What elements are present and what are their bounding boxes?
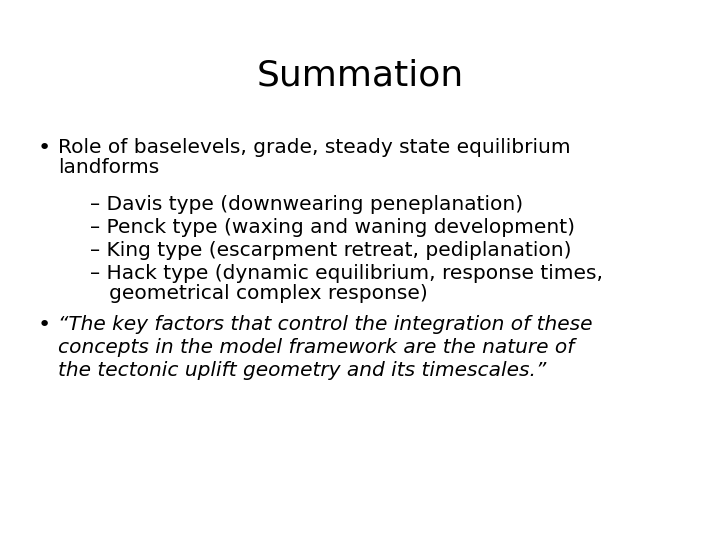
Text: Summation: Summation xyxy=(256,58,464,92)
Text: “The key factors that control the integration of these: “The key factors that control the integr… xyxy=(58,315,593,334)
Text: – Hack type (dynamic equilibrium, response times,: – Hack type (dynamic equilibrium, respon… xyxy=(90,264,603,283)
Text: •: • xyxy=(38,138,51,158)
Text: – King type (escarpment retreat, pediplanation): – King type (escarpment retreat, pedipla… xyxy=(90,241,572,260)
Text: landforms: landforms xyxy=(58,158,159,177)
Text: geometrical complex response): geometrical complex response) xyxy=(90,284,428,303)
Text: – Davis type (downwearing peneplanation): – Davis type (downwearing peneplanation) xyxy=(90,195,523,214)
Text: Role of baselevels, grade, steady state equilibrium: Role of baselevels, grade, steady state … xyxy=(58,138,571,157)
Text: •: • xyxy=(38,315,51,335)
Text: – Penck type (waxing and waning development): – Penck type (waxing and waning developm… xyxy=(90,218,575,237)
Text: the tectonic uplift geometry and its timescales.”: the tectonic uplift geometry and its tim… xyxy=(58,361,546,380)
Text: concepts in the model framework are the nature of: concepts in the model framework are the … xyxy=(58,338,575,357)
